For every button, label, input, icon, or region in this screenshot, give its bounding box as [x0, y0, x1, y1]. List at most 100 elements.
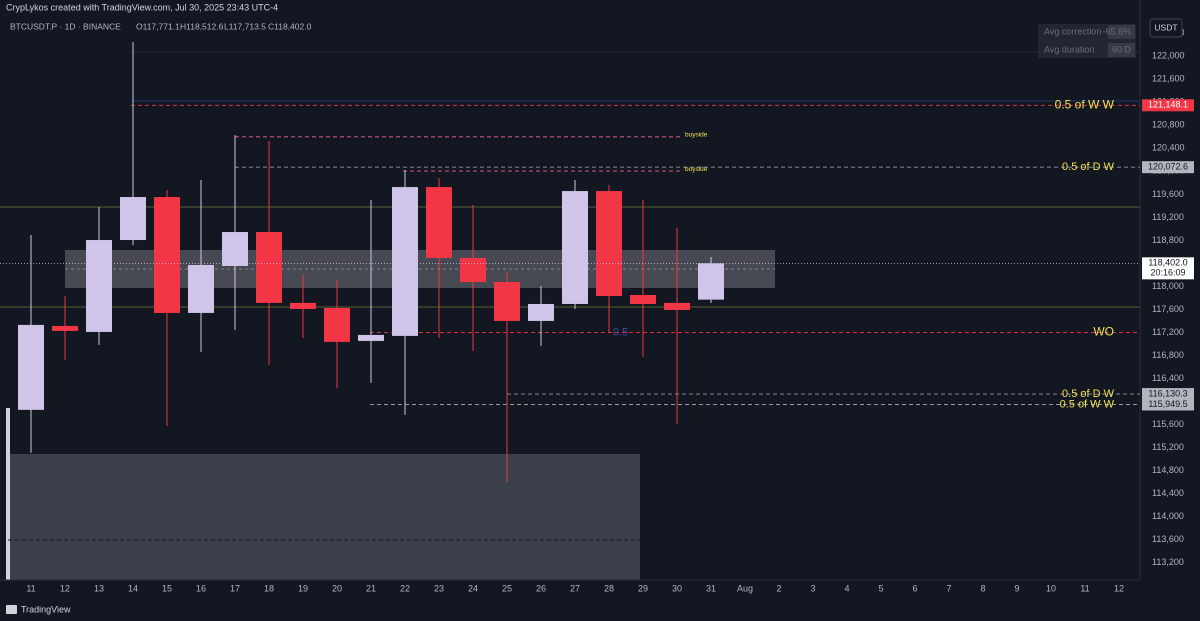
footer: TradingView: [21, 604, 71, 614]
price-label-box: [1142, 388, 1194, 401]
candle-body: [324, 307, 350, 342]
y-tick-label: 120,800: [1152, 120, 1185, 130]
x-tick-label: 16: [196, 583, 206, 593]
price-label: 116,130.3: [1148, 388, 1187, 398]
y-tick-label: 113,200: [1152, 557, 1184, 567]
y-tick-label: 121,600: [1152, 74, 1185, 84]
countdown: 20:16:09: [1150, 268, 1185, 278]
x-tick-label: 19: [298, 583, 308, 593]
last-price-box: [1142, 257, 1194, 280]
symbol: BTCUSDT.P · 1D · BINANCE: [10, 21, 121, 31]
level-label: 0.5 of D W: [1062, 388, 1115, 400]
stat-cell: [1108, 43, 1135, 57]
candle-body: [154, 197, 180, 313]
x-tick-label: 29: [638, 583, 648, 593]
zone: [8, 454, 640, 580]
candle-body: [460, 257, 486, 282]
candle-body: [18, 324, 44, 410]
x-tick-label: 26: [536, 583, 546, 593]
x-tick-label: 20: [332, 583, 342, 593]
x-tick-label: 6: [912, 583, 917, 593]
x-tick-label: 4: [844, 583, 849, 593]
candle-body: [188, 265, 214, 313]
stat-label: Avg correction: [1044, 26, 1101, 36]
y-tick-label: 117,200: [1152, 327, 1184, 337]
candle-body: [222, 232, 248, 266]
candle-body: [392, 187, 418, 336]
zone-edge: [6, 408, 10, 580]
y-tick-label: 119,600: [1152, 189, 1184, 199]
x-tick-label: 31: [706, 583, 716, 593]
x-tick-label: 7: [946, 583, 951, 593]
y-tick-label: 119,200: [1152, 212, 1184, 222]
x-tick-label: 25: [502, 583, 512, 593]
currency-button[interactable]: [1149, 18, 1183, 38]
price-label-box: [1142, 161, 1194, 174]
price-label-box: [1142, 99, 1194, 112]
candle-body: [426, 187, 452, 258]
x-tick-label: 12: [60, 583, 70, 593]
candle-body: [664, 302, 690, 310]
x-tick-label: 17: [230, 583, 240, 593]
candle-body: [630, 294, 656, 304]
currency[interactable]: USDT: [1154, 22, 1177, 32]
price-label-box: [1142, 398, 1194, 411]
level-label: WO: [1093, 325, 1114, 339]
x-tick-label: 14: [128, 583, 138, 593]
candle-body: [698, 263, 724, 300]
y-tick-label: 115,600: [1152, 419, 1184, 429]
x-tick-label: 13: [94, 583, 104, 593]
level-label: buyside: [685, 166, 708, 173]
ohlc-low: L117,713.5: [224, 21, 266, 31]
x-tick-label: 15: [162, 583, 172, 593]
y-tick-label: 122,000: [1152, 51, 1185, 61]
ohlc-high: H118,512.6: [180, 21, 224, 31]
level-label: buyside: [685, 132, 708, 139]
y-tick-label: 117,600: [1152, 304, 1184, 314]
x-tick-label: 21: [366, 583, 376, 593]
attribution: CrypLykos created with TradingView.com, …: [6, 2, 278, 12]
candle-body: [528, 303, 554, 321]
stat-value: 60 D: [1112, 44, 1132, 54]
x-tick-label: 9: [1014, 583, 1019, 593]
candle-body: [86, 240, 112, 332]
candle-body: [120, 197, 146, 241]
x-tick-label: 22: [400, 583, 410, 593]
ohlc-open: O117,771.1: [136, 21, 180, 31]
candle-body: [290, 302, 316, 309]
ohlc-close: C118,402.0: [268, 21, 312, 31]
x-tick-label: 3: [810, 583, 815, 593]
x-tick-label: 11: [1080, 583, 1089, 593]
level-label: 0.5 of W W: [1060, 398, 1115, 410]
x-tick-label: 23: [434, 583, 444, 593]
fib-note: 0.5: [613, 326, 628, 338]
candle-body: [358, 334, 384, 341]
y-tick-label: 114,000: [1152, 511, 1184, 521]
stat-label: Avg duration: [1044, 44, 1094, 54]
candle-body: [494, 281, 520, 321]
price-label: 115,949.5: [1148, 399, 1187, 409]
x-tick-label: 11: [26, 583, 35, 593]
price-label: 121,148.1: [1148, 100, 1188, 110]
logo: [6, 605, 17, 614]
x-tick-label: 18: [264, 583, 274, 593]
level-label: 0.5 of D W: [1062, 161, 1115, 173]
y-tick-label: 115,200: [1152, 442, 1184, 452]
x-tick-label: Aug: [737, 583, 753, 593]
y-tick-label: 120,400: [1152, 143, 1185, 153]
price-label: 120,072.6: [1148, 162, 1188, 172]
x-tick-label: 27: [570, 583, 580, 593]
last-price-label: 118,402.0: [1148, 258, 1187, 268]
candle-body: [562, 191, 588, 304]
candle-body: [52, 325, 78, 331]
x-tick-label: 12: [1114, 583, 1124, 593]
candle-body: [256, 232, 282, 303]
y-tick-label: 114,800: [1152, 465, 1184, 475]
y-tick-label: 116,400: [1152, 373, 1184, 383]
stat-value: -65.6%: [1102, 26, 1131, 36]
candle-body: [596, 191, 622, 296]
x-tick-label: 24: [468, 583, 478, 593]
y-tick-label: 118,000: [1152, 281, 1184, 291]
y-tick-label: 116,800: [1152, 350, 1184, 360]
